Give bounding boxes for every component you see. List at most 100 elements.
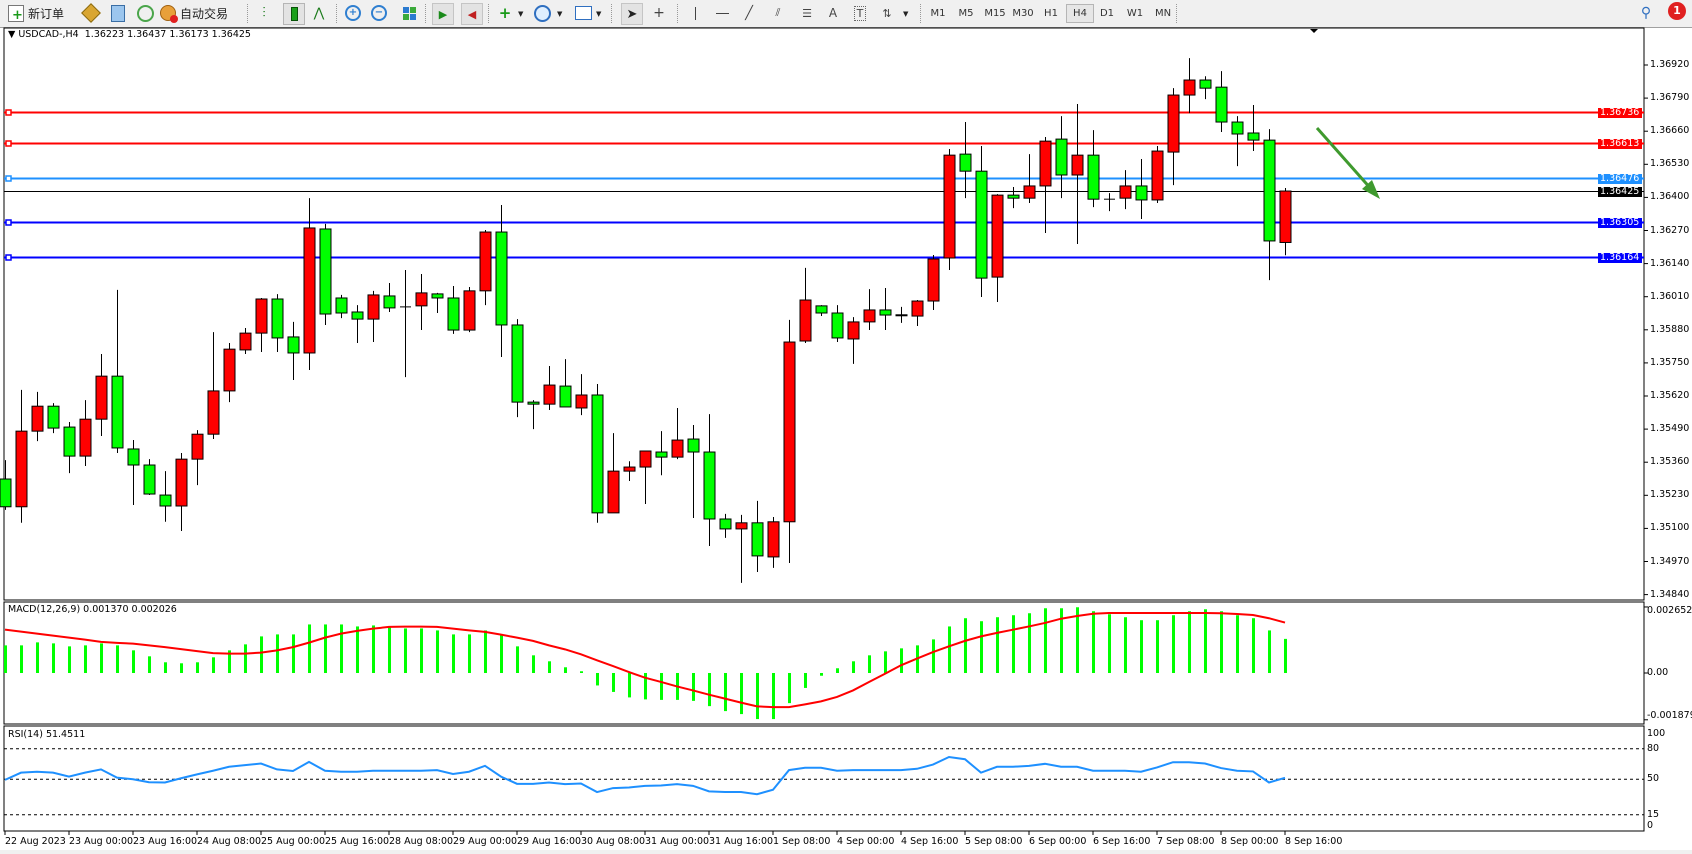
timeframe-mn[interactable]: MN	[1154, 8, 1172, 19]
fibo-channel-icon: ☰	[802, 6, 812, 20]
macd-histogram-bar	[148, 656, 151, 673]
candle-bear	[271, 298, 284, 339]
macd-histogram-bar	[36, 642, 39, 673]
timeframe-m5[interactable]: M5	[958, 8, 974, 19]
chart-shift-button[interactable]: ◀	[461, 3, 483, 25]
chevron-down-icon[interactable]: ▼	[903, 10, 909, 18]
timeframe-h4[interactable]: H4	[1066, 4, 1094, 23]
macd-axis-label: -0.001879	[1647, 709, 1692, 721]
candle-bear	[831, 312, 844, 339]
zoom-in-button[interactable]: +	[343, 3, 363, 23]
notification-badge[interactable]: 1	[1668, 2, 1686, 20]
candle-bull	[911, 300, 924, 317]
rsi-title: RSI(14) 51.4511	[8, 729, 86, 740]
indicators-button[interactable]: +	[495, 3, 515, 23]
tile-windows-icon	[402, 6, 416, 20]
macd-histogram-bar	[1204, 609, 1207, 673]
candle-bear	[815, 305, 828, 314]
time-axis-label: 25 Aug 16:00	[325, 836, 390, 847]
macd-histogram-bar	[564, 667, 567, 673]
macd-histogram-bar	[132, 650, 135, 673]
chevron-down-icon[interactable]: ▼	[518, 10, 524, 18]
zoom-out-button[interactable]: −	[369, 3, 389, 23]
auto-scroll-button[interactable]: ▶	[432, 3, 454, 25]
line-chart-button[interactable]: ⋀	[309, 3, 329, 23]
candlestick-button[interactable]	[283, 3, 305, 25]
arrows-icon: ⇅	[882, 6, 892, 20]
chevron-down-icon[interactable]: ▼	[596, 10, 602, 18]
macd-histogram-bar	[1092, 611, 1095, 673]
toolbar-separator	[247, 4, 249, 23]
timeframe-m1[interactable]: M1	[930, 8, 946, 19]
timeframe-d1[interactable]: D1	[1099, 8, 1115, 19]
macd-histogram-bar	[1284, 638, 1287, 673]
candle-bull	[1151, 150, 1164, 201]
macd-histogram-bar	[996, 617, 999, 673]
tile-windows-button[interactable]	[399, 3, 419, 23]
macd-histogram-bar	[116, 645, 119, 673]
candle-bull	[1279, 190, 1292, 243]
timeframe-m15[interactable]: M15	[984, 8, 1006, 19]
data-window-button[interactable]	[108, 3, 128, 23]
macd-histogram-bar	[836, 668, 839, 673]
fibo-channel-button[interactable]: ☰	[797, 3, 817, 23]
crosshair-button[interactable]: +	[649, 3, 669, 23]
macd-histogram-bar	[324, 624, 327, 673]
macd-histogram-bar	[100, 643, 103, 673]
search-button[interactable]: ⚲	[1636, 3, 1656, 23]
periods-button[interactable]	[532, 3, 552, 23]
macd-histogram-bar	[308, 624, 311, 673]
candle-bull	[1183, 79, 1196, 96]
rsi-axis-label: 50	[1647, 773, 1660, 785]
arrows-button[interactable]: ⇅	[877, 3, 897, 23]
trendline-button[interactable]: ╱	[739, 3, 759, 23]
macd-histogram-bar	[628, 673, 631, 698]
macd-histogram-bar	[724, 673, 727, 712]
macd-axis-label: 0.002652	[1647, 604, 1692, 616]
collapse-triangle-icon[interactable]: ▼	[8, 29, 19, 40]
candle-bull	[575, 394, 588, 409]
candle-bull	[671, 439, 684, 458]
notification-count: 1	[1673, 4, 1681, 17]
time-axis-label: 8 Sep 00:00	[1221, 836, 1279, 847]
fibonacci-button[interactable]: ⫽	[768, 3, 788, 23]
candle-bull	[767, 521, 780, 558]
macd-histogram-bar	[804, 673, 807, 688]
price-line-label: 1.36164	[1598, 252, 1642, 263]
time-axis-label: 8 Sep 16:00	[1285, 836, 1343, 847]
candle-bull	[255, 298, 268, 334]
candle-bull	[927, 258, 940, 302]
auto-trading-button[interactable]: 自动交易	[160, 3, 228, 23]
text-button[interactable]: A	[823, 3, 843, 23]
candle-bear	[559, 385, 572, 408]
cursor-button[interactable]: ➤	[621, 3, 643, 25]
candle-bear	[527, 401, 540, 405]
signals-button[interactable]	[135, 3, 155, 23]
timeframe-h1[interactable]: H1	[1044, 8, 1058, 19]
macd-histogram-bar	[548, 661, 551, 673]
new-order-button[interactable]: + 新订单	[8, 3, 64, 23]
time-axis-label: 23 Aug 16:00	[133, 836, 198, 847]
macd-histogram-bar	[644, 673, 647, 700]
timeframe-m30[interactable]: M30	[1012, 8, 1034, 19]
horizontal-line-button[interactable]	[712, 3, 732, 23]
text-label-button[interactable]: T	[850, 3, 870, 23]
chevron-down-icon[interactable]: ▼	[557, 10, 563, 18]
candle-bull	[15, 430, 28, 508]
macd-histogram-bar	[4, 645, 7, 673]
timeframe-w1[interactable]: W1	[1126, 8, 1144, 19]
macd-panel	[3, 601, 1645, 725]
templates-button[interactable]	[573, 3, 593, 23]
price-tick-label: 1.35360	[1650, 456, 1690, 468]
text-icon: A	[828, 6, 838, 20]
bar-chart-button[interactable]: ⫶	[254, 3, 274, 23]
candle-bull	[175, 458, 188, 507]
candle-bull	[623, 466, 636, 472]
vertical-line-button[interactable]	[685, 3, 705, 23]
candlestick-icon	[290, 7, 298, 21]
toolbar-separator	[677, 4, 679, 23]
search-icon: ⚲	[1640, 5, 1652, 21]
new-order-icon: +	[8, 4, 24, 22]
candle-bull	[863, 309, 876, 323]
